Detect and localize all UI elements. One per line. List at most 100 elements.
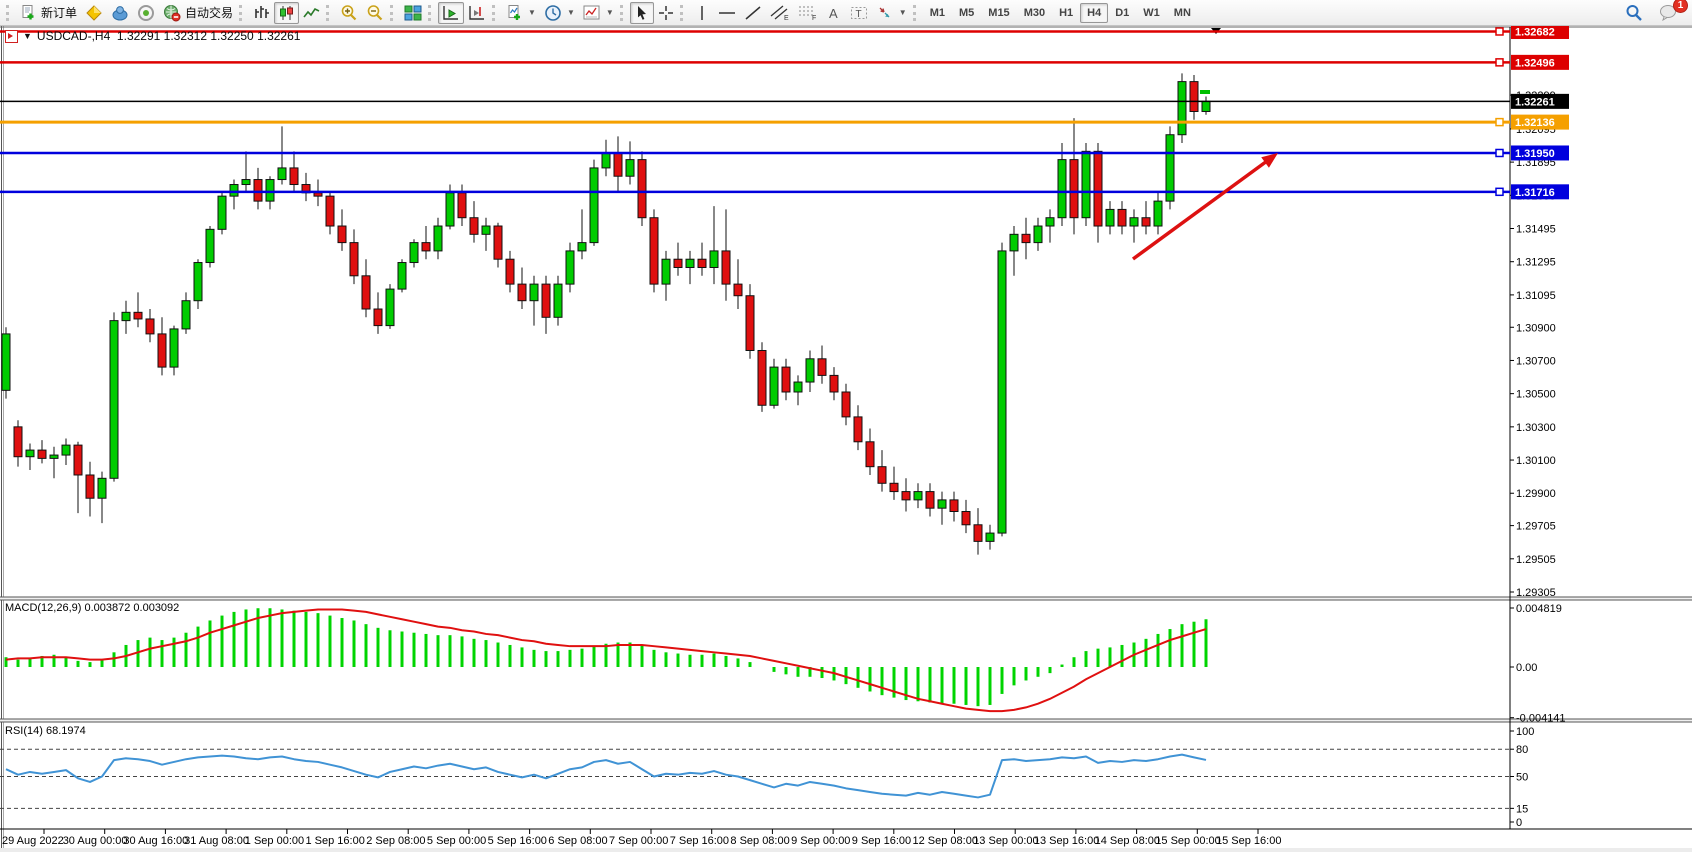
timeframe-m30-button[interactable]: M30 — [1023, 6, 1046, 19]
community-button[interactable] — [107, 2, 133, 24]
search-button[interactable] — [1621, 2, 1647, 24]
auto-scroll-button[interactable] — [438, 1, 465, 24]
timeframe-d1-button[interactable]: D1 — [1115, 6, 1130, 19]
price-badge-1.32496: 1.32496 — [1511, 54, 1569, 70]
horizontal-line-button[interactable] — [714, 2, 740, 24]
tile-windows-button[interactable] — [400, 2, 426, 24]
line-chart-button[interactable] — [299, 2, 324, 24]
timeframe-h1-button[interactable]: H1 — [1059, 6, 1074, 19]
macd-pane: 0.004819 0.00 -0.004141 — [4, 603, 1566, 725]
svg-text:1.30700: 1.30700 — [1516, 355, 1556, 367]
signals-icon — [138, 4, 155, 21]
line-chart-icon — [303, 7, 320, 17]
svg-text:5 Sep 00:00: 5 Sep 00:00 — [427, 835, 486, 847]
dropdown-arrow-icon: ▼ — [605, 8, 614, 17]
vertical-line-icon — [701, 5, 703, 20]
candle-chart-button[interactable] — [274, 1, 300, 24]
periods-button[interactable]: ▼ — [540, 2, 579, 24]
svg-text:31 Aug 08:00: 31 Aug 08:00 — [184, 835, 249, 847]
hline-1.31716[interactable] — [0, 187, 1510, 197]
timeframe-w1-button[interactable]: W1 — [1143, 6, 1160, 19]
autotrading-button[interactable]: 自动交易 — [159, 2, 237, 24]
zoom-in-button[interactable] — [336, 2, 362, 24]
trendline-button[interactable] — [740, 2, 766, 24]
svg-text:80: 80 — [1516, 744, 1528, 756]
arrows-button[interactable]: ▼ — [872, 2, 911, 24]
toolbar-grip[interactable] — [6, 4, 12, 21]
trendline-icon — [745, 5, 761, 20]
svg-text:E: E — [784, 15, 789, 21]
svg-text:0.00: 0.00 — [1516, 662, 1537, 674]
svg-text:7 Sep 16:00: 7 Sep 16:00 — [670, 835, 729, 847]
timeframe-m1-button[interactable]: M1 — [929, 6, 945, 19]
text-label-button[interactable]: T — [846, 2, 872, 24]
svg-text:1.30300: 1.30300 — [1516, 422, 1556, 434]
one-click-trading-icon[interactable] — [5, 29, 18, 43]
new-order-button[interactable]: 新订单 — [16, 2, 81, 24]
cursor-button[interactable] — [629, 1, 654, 24]
price-badge-1.31716: 1.31716 — [1511, 184, 1569, 200]
trend-arrow-annotation[interactable] — [1131, 153, 1278, 261]
rsi-pane: 100 80 50 15 0 — [0, 726, 1534, 829]
svg-text:1.30500: 1.30500 — [1516, 389, 1556, 401]
macd-signal-line — [5, 608, 1207, 713]
svg-text:1.32496: 1.32496 — [1515, 57, 1555, 69]
vertical-line-button[interactable] — [690, 2, 714, 24]
periods-clock-icon — [545, 4, 561, 21]
svg-text:1.31095: 1.31095 — [1516, 290, 1556, 302]
svg-text:7 Sep 00:00: 7 Sep 00:00 — [609, 835, 668, 847]
auto-scroll-icon — [443, 5, 459, 20]
main-toolbar: 新订单 自动交易 ▼ — [0, 0, 1692, 26]
svg-text:1 Sep 00:00: 1 Sep 00:00 — [245, 835, 304, 847]
svg-text:1.29305: 1.29305 — [1516, 587, 1556, 599]
toolbar-grip[interactable] — [619, 4, 626, 21]
crosshair-button[interactable] — [654, 2, 678, 24]
timeframe-m5-button[interactable]: M5 — [959, 6, 975, 19]
hline-1.32136[interactable] — [0, 117, 1510, 127]
toolbar-grip[interactable] — [912, 4, 919, 21]
signals-button[interactable] — [133, 2, 159, 24]
toolbar-grip[interactable] — [390, 4, 396, 21]
hline-1.31950[interactable] — [0, 148, 1510, 158]
chart-window-background — [0, 26, 1692, 852]
fibonacci-button[interactable]: F — [794, 2, 822, 24]
candlestick-series — [1, 73, 1211, 555]
toolbar-grip[interactable] — [679, 4, 686, 21]
notifications-button[interactable]: 1 — [1655, 0, 1688, 24]
toolbar-grip[interactable] — [492, 4, 498, 21]
dropdown-arrow-icon: ▼ — [898, 8, 907, 17]
timeframe-h4-button[interactable]: H4 — [1080, 2, 1109, 23]
timeframe-mn-button[interactable]: MN — [1173, 6, 1191, 19]
text-button[interactable]: A — [822, 2, 846, 24]
bar-chart-button[interactable] — [249, 2, 274, 24]
hline-1.32496[interactable] — [0, 58, 1510, 67]
pane-splitter[interactable] — [0, 597, 1692, 600]
symbol-collapse-icon[interactable]: ▼ — [23, 31, 32, 41]
toolbar-grip[interactable] — [428, 4, 434, 21]
rsi-indicator-label: RSI(14) 68.1974 — [5, 725, 86, 737]
templates-icon — [583, 5, 600, 19]
chart-shift-button[interactable] — [464, 2, 490, 24]
svg-text:T: T — [855, 9, 861, 20]
svg-text:0: 0 — [1516, 817, 1522, 829]
templates-button[interactable]: ▼ — [579, 2, 618, 24]
equidistant-channel-icon: E — [770, 5, 789, 21]
horizontal-line-icon — [718, 11, 735, 14]
pane-splitter[interactable] — [0, 719, 1692, 722]
indicators-button[interactable]: ▼ — [502, 2, 540, 24]
hline-1.32682[interactable] — [0, 27, 1510, 36]
zoom-out-button[interactable] — [362, 2, 388, 24]
toolbar-grip[interactable] — [239, 4, 245, 21]
metaeditor-button[interactable] — [81, 2, 107, 24]
crosshair-icon — [658, 5, 673, 20]
toolbar-grip[interactable] — [326, 4, 332, 21]
svg-text:13 Sep 00:00: 13 Sep 00:00 — [973, 835, 1038, 847]
chart-title-row: ▼ USDCAD-,H4 1.32291 1.32312 1.32250 1.3… — [5, 29, 300, 43]
rsi-line — [5, 753, 1207, 799]
timeframe-m15-button[interactable]: M15 — [988, 6, 1010, 19]
svg-text:1.30900: 1.30900 — [1516, 322, 1556, 334]
equidistant-channel-button[interactable]: E — [766, 2, 794, 24]
macd-indicator-label: MACD(12,26,9) 0.003872 0.003092 — [5, 602, 180, 614]
